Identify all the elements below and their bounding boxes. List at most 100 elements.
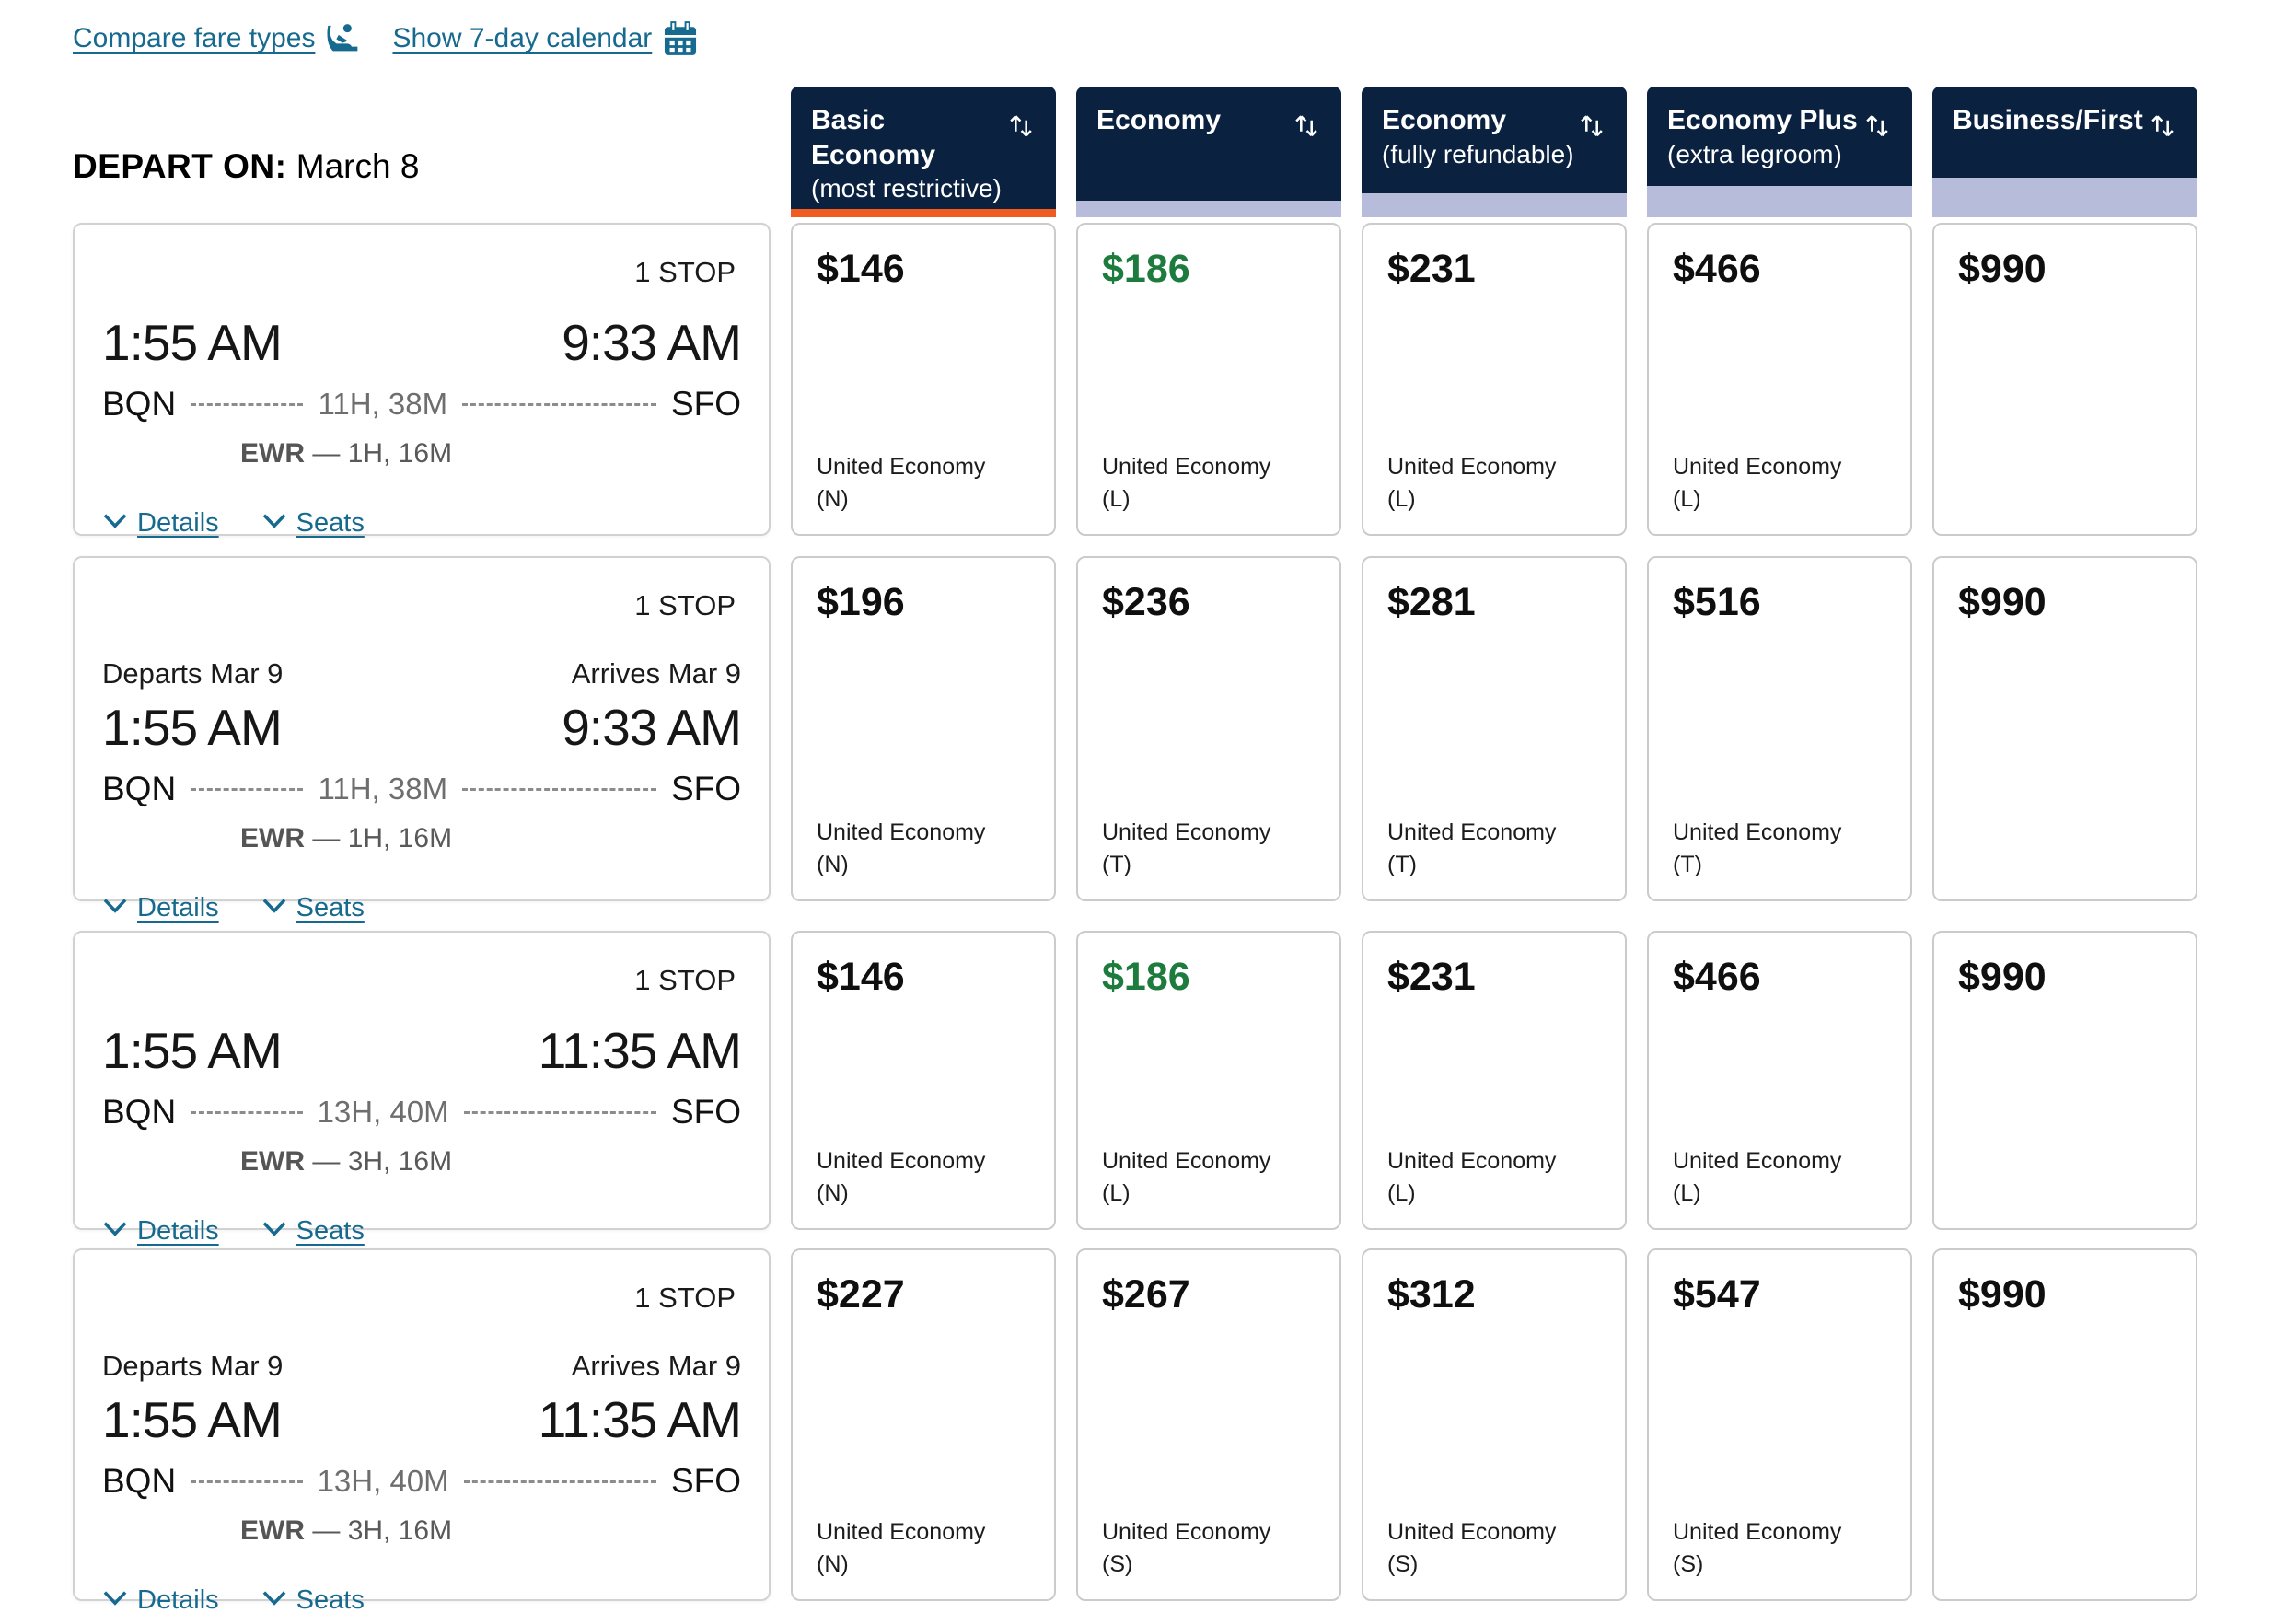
- connection-airport: EWR: [240, 1515, 305, 1546]
- seats-link[interactable]: Seats: [261, 508, 365, 539]
- fare-cell[interactable]: $990: [1932, 223, 2197, 536]
- duration-label: 11H, 38M: [318, 387, 448, 421]
- destination-code: SFO: [670, 385, 741, 423]
- connection-info: EWR — 3H, 16M: [240, 1515, 741, 1547]
- fare-column-header-economy-refundable[interactable]: Economy (fully refundable): [1362, 87, 1627, 217]
- details-link[interactable]: Details: [102, 893, 219, 923]
- chevron-down-icon: [102, 508, 128, 539]
- fare-price: $466: [1673, 955, 1761, 999]
- fare-price: $281: [1387, 580, 1476, 624]
- chevron-down-icon: [261, 508, 287, 539]
- sort-icon[interactable]: [1004, 109, 1038, 146]
- fare-cabin: United Economy (S): [1387, 1519, 1557, 1577]
- sort-icon[interactable]: [1575, 109, 1608, 146]
- fare-price: $516: [1673, 580, 1761, 624]
- fare-cell[interactable]: $990: [1932, 931, 2197, 1230]
- fare-cell[interactable]: $267 United Economy (S): [1076, 1248, 1341, 1601]
- fare-price: $196: [817, 580, 905, 624]
- chevron-down-icon: [261, 1216, 287, 1247]
- fare-cell[interactable]: $146 United Economy (N): [791, 223, 1056, 536]
- fare-cell[interactable]: $466 United Economy (L): [1647, 223, 1912, 536]
- fare-cabin: United Economy (N): [817, 1519, 986, 1577]
- chevron-down-icon: [261, 893, 287, 923]
- sort-icon[interactable]: [2146, 109, 2179, 146]
- fare-cell[interactable]: $312 United Economy (S): [1362, 1248, 1627, 1601]
- flight-row: 1 STOP Departs Mar 9 Arrives Mar 9 1:55 …: [73, 1248, 2296, 1613]
- depart-time: 1:55 AM: [102, 1022, 283, 1079]
- column-title: Business/First: [1953, 105, 2143, 135]
- fare-cell[interactable]: $990: [1932, 556, 2197, 901]
- depart-time: 1:55 AM: [102, 314, 283, 371]
- fare-cell[interactable]: $990: [1932, 1248, 2197, 1601]
- fare-cabin: United Economy (L): [1673, 454, 1842, 512]
- fare-price: $236: [1102, 580, 1190, 624]
- fare-cabin: United Economy (L): [1102, 1148, 1271, 1206]
- fare-cell[interactable]: $281 United Economy (T): [1362, 556, 1627, 901]
- column-title: Basic Economy: [811, 105, 936, 170]
- fare-column-header-economy[interactable]: Economy: [1076, 87, 1341, 217]
- sort-icon[interactable]: [1290, 109, 1323, 146]
- fare-cabin: United Economy (S): [1102, 1519, 1271, 1577]
- stops-label: 1 STOP: [634, 589, 736, 621]
- arrive-time: 9:33 AM: [562, 314, 742, 371]
- column-subtitle: (most restrictive): [811, 174, 1002, 203]
- duration-label: 13H, 40M: [317, 1095, 449, 1129]
- fare-cell[interactable]: $516 United Economy (T): [1647, 556, 1912, 901]
- route-dash: [191, 402, 304, 406]
- fare-price: $990: [1958, 955, 2047, 999]
- details-link[interactable]: Details: [102, 1585, 219, 1613]
- seats-link[interactable]: Seats: [261, 1585, 365, 1613]
- fare-cabin: United Economy (T): [1387, 819, 1557, 877]
- connection-airport: EWR: [240, 438, 305, 469]
- fare-cabin: United Economy (S): [1673, 1519, 1842, 1577]
- arrive-date-label: Arrives Mar 9: [571, 1350, 741, 1382]
- calendar-icon: [661, 20, 700, 57]
- show-7day-calendar-link[interactable]: Show 7-day calendar: [392, 20, 700, 57]
- details-link[interactable]: Details: [102, 508, 219, 539]
- seats-link[interactable]: Seats: [261, 893, 365, 923]
- column-title: Economy: [1096, 105, 1222, 135]
- compare-fare-types-link[interactable]: Compare fare types: [73, 23, 361, 54]
- connection-time: 3H, 16M: [347, 1146, 453, 1177]
- depart-on-heading: DEPART ON: March 8: [73, 147, 419, 217]
- route-dash: [191, 1110, 303, 1114]
- fare-cell[interactable]: $236 United Economy (T): [1076, 556, 1341, 901]
- depart-time: 1:55 AM: [102, 699, 283, 756]
- route-dash: [191, 787, 304, 791]
- fare-column-header-economy-plus[interactable]: Economy Plus (extra legroom): [1647, 87, 1912, 217]
- depart-heading-cell: DEPART ON: March 8: [73, 87, 771, 217]
- fare-cell[interactable]: $466 United Economy (L): [1647, 931, 1912, 1230]
- fare-price: $990: [1958, 247, 2047, 291]
- fare-cabin: United Economy (T): [1102, 819, 1271, 877]
- fare-cell[interactable]: $146 United Economy (N): [791, 931, 1056, 1230]
- fare-cabin: United Economy (N): [817, 1148, 986, 1206]
- column-accent-strip: [1647, 186, 1912, 217]
- connection-sep: —: [312, 1146, 341, 1177]
- fare-cell[interactable]: $186 United Economy (L): [1076, 931, 1341, 1230]
- details-link[interactable]: Details: [102, 1216, 219, 1247]
- connection-sep: —: [312, 1515, 341, 1546]
- depart-on-label: DEPART ON:: [73, 147, 287, 185]
- fare-cell[interactable]: $227 United Economy (N): [791, 1248, 1056, 1601]
- arrive-time: 11:35 AM: [538, 1391, 742, 1448]
- fare-cell[interactable]: $231 United Economy (L): [1362, 223, 1627, 536]
- fare-cell[interactable]: $186 United Economy (L): [1076, 223, 1341, 536]
- duration-label: 11H, 38M: [318, 772, 448, 806]
- route-dash: [463, 1110, 656, 1114]
- fare-cell[interactable]: $547 United Economy (S): [1647, 1248, 1912, 1601]
- destination-code: SFO: [670, 1093, 741, 1131]
- destination-code: SFO: [670, 1462, 741, 1500]
- fare-cell[interactable]: $231 United Economy (L): [1362, 931, 1627, 1230]
- connection-info: EWR — 1H, 16M: [240, 823, 741, 854]
- fare-column-header-business-first[interactable]: Business/First: [1932, 87, 2197, 217]
- fare-cell[interactable]: $196 United Economy (N): [791, 556, 1056, 901]
- stops-label: 1 STOP: [634, 256, 736, 288]
- seats-link[interactable]: Seats: [261, 1216, 365, 1247]
- sort-icon[interactable]: [1861, 109, 1894, 146]
- fare-price: $990: [1958, 580, 2047, 624]
- fare-price: $186: [1102, 247, 1190, 291]
- fare-column-header-basic-economy[interactable]: Basic Economy (most restrictive): [791, 87, 1056, 217]
- arrive-time: 9:33 AM: [562, 699, 742, 756]
- compare-fare-types-label: Compare fare types: [73, 23, 316, 53]
